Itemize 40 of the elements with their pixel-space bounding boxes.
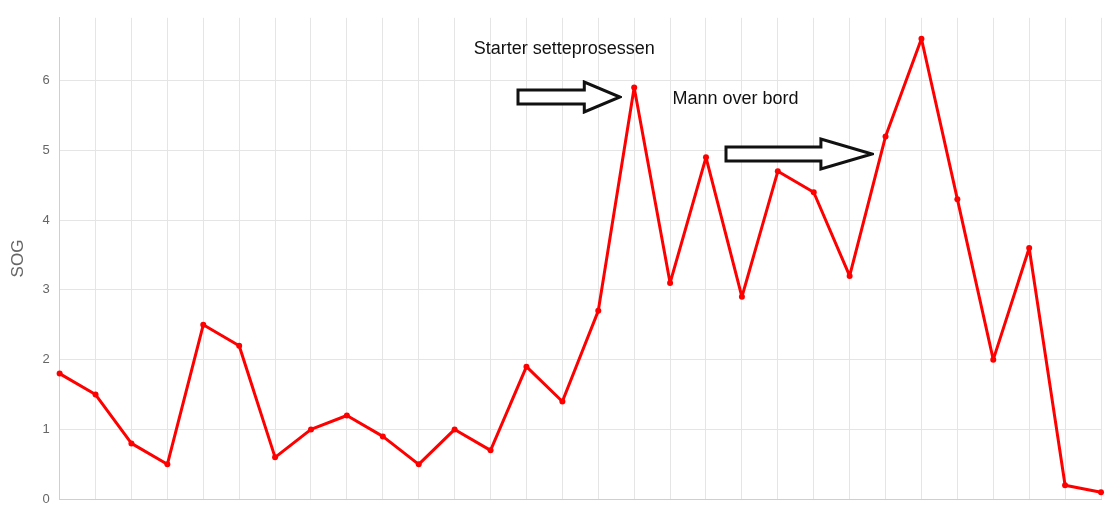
point	[990, 356, 997, 363]
point	[810, 189, 817, 196]
point	[379, 433, 386, 440]
point	[415, 461, 422, 468]
point	[918, 35, 925, 42]
point	[343, 412, 350, 419]
y-tick-label: 4	[42, 211, 50, 227]
point	[451, 426, 458, 433]
point	[738, 293, 745, 300]
point	[236, 342, 243, 349]
point	[595, 307, 602, 314]
point	[631, 84, 638, 91]
point	[559, 398, 566, 405]
annotation: Starter setteprosessen	[473, 37, 655, 58]
point	[1026, 245, 1033, 252]
point	[487, 447, 494, 454]
point	[703, 154, 709, 161]
y-tick-label: 2	[42, 351, 50, 367]
y-axis-title: SOG	[7, 239, 27, 278]
annotation: Mann over bord	[672, 88, 799, 109]
point	[774, 168, 781, 175]
point	[882, 133, 889, 140]
point	[56, 370, 63, 377]
y-tick-label: 3	[42, 281, 50, 297]
y-tick-label: 5	[42, 141, 50, 157]
point	[1062, 482, 1069, 489]
point	[667, 279, 674, 286]
point	[128, 440, 135, 447]
y-tick-label: 1	[42, 421, 50, 437]
y-tick-label: 0	[42, 490, 50, 506]
point	[200, 321, 207, 328]
point	[308, 426, 314, 433]
point	[523, 363, 530, 370]
y-tick-label: 6	[42, 72, 50, 88]
point	[846, 272, 853, 279]
point	[1098, 489, 1104, 496]
point	[164, 461, 171, 468]
point	[272, 454, 279, 461]
point	[92, 391, 99, 398]
point	[954, 196, 961, 203]
